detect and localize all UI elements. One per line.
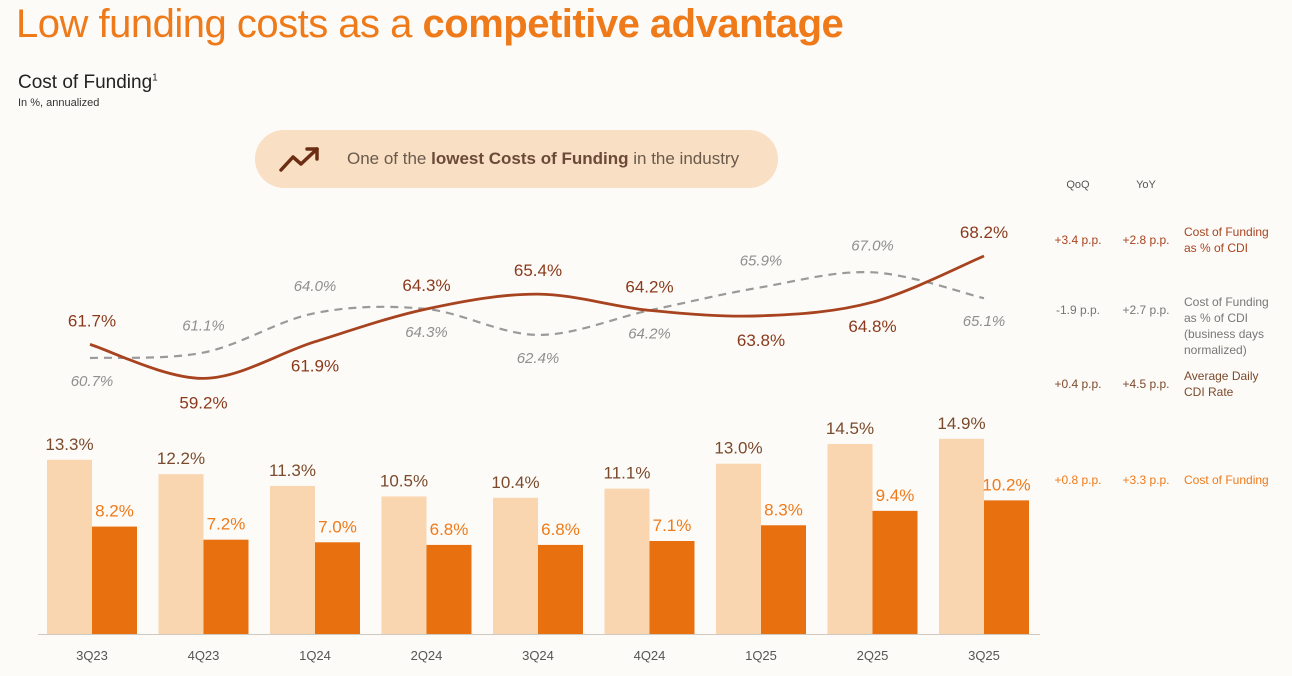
bar-cost-of-funding: [92, 526, 137, 634]
bar-cdi-rate: [827, 444, 873, 634]
data-label-cost-of-funding: 7.2%: [207, 515, 246, 534]
data-label-cdi-rate: 11.1%: [604, 464, 651, 483]
legend-label: normalized): [1184, 343, 1247, 357]
page-title: Low funding costs as a competitive advan…: [16, 2, 844, 46]
data-label-dashed: 60.7%: [71, 373, 114, 390]
legend-label: as % of CDI: [1184, 241, 1248, 255]
data-label-dashed: 65.1%: [963, 313, 1006, 330]
data-label-line: 64.2%: [625, 277, 673, 296]
data-label-line: 59.2%: [179, 393, 227, 412]
x-tick-label: 2Q25: [857, 648, 889, 663]
data-label-cost-of-funding: 6.8%: [430, 520, 469, 539]
bar-cost-of-funding: [426, 544, 472, 634]
legend-label: CDI Rate: [1184, 385, 1234, 399]
data-label-cdi-rate: 12.2%: [157, 449, 205, 468]
data-label-cdi-rate: 13.3%: [45, 435, 93, 454]
data-label-cost-of-funding: 8.3%: [764, 500, 803, 519]
bar-cdi-rate: [381, 496, 427, 634]
footnote-marker: 1: [152, 72, 158, 84]
bar-cost-of-funding: [538, 544, 583, 634]
data-label-line: 65.4%: [514, 261, 562, 280]
legend-qoq-value: -1.9 p.p.: [1056, 303, 1100, 317]
data-label-cdi-rate: 11.3%: [269, 461, 316, 480]
legend-label: Cost of Funding: [1184, 473, 1269, 487]
data-label-cost-of-funding: 6.8%: [541, 520, 580, 539]
data-label-line: 64.8%: [848, 317, 896, 336]
data-label-cdi-rate: 13.0%: [714, 439, 762, 458]
legend-yoy-value: +2.8 p.p.: [1122, 233, 1169, 247]
data-label-dashed: 64.3%: [405, 324, 448, 341]
legend-yoy-value: +4.5 p.p.: [1122, 377, 1169, 391]
bar-cdi-rate: [47, 459, 92, 634]
legend-qoq-value: +0.4 p.p.: [1054, 377, 1101, 391]
data-label-line: 61.7%: [68, 311, 116, 330]
series-line-cost-as-cdi: [89, 254, 985, 380]
bar-cdi-rate: [493, 497, 538, 634]
data-label-cdi-rate: 14.9%: [937, 414, 985, 433]
legend-label: Cost of Funding: [1184, 295, 1269, 309]
trend-up-icon: [279, 147, 319, 172]
data-label-cost-of-funding: 7.1%: [653, 516, 692, 535]
data-label-line: 64.3%: [402, 276, 450, 295]
data-label-cdi-rate: 10.4%: [491, 473, 539, 492]
bar-cost-of-funding: [872, 510, 918, 634]
x-tick-label: 4Q24: [634, 648, 666, 663]
data-label-line: 61.9%: [291, 357, 339, 376]
data-label-dashed: 65.9%: [740, 252, 783, 269]
legend-label: as % of CDI: [1184, 311, 1248, 325]
legend-qoq-value: +3.4 p.p.: [1054, 233, 1101, 247]
callout-text: One of the lowest Costs of Funding in th…: [347, 149, 740, 168]
chart-title: Cost of Funding1: [18, 72, 158, 93]
legend-header-qoq: QoQ: [1066, 179, 1090, 191]
legend-yoy-value: +2.7 p.p.: [1122, 303, 1169, 317]
data-label-dashed: 67.0%: [851, 237, 894, 254]
x-tick-label: 3Q24: [522, 648, 554, 663]
bar-cdi-rate: [939, 438, 984, 634]
data-label-cost-of-funding: 10.2%: [982, 475, 1030, 494]
data-label-cost-of-funding: 7.0%: [318, 517, 357, 536]
bar-cost-of-funding: [761, 525, 806, 634]
x-tick-label: 1Q24: [299, 648, 331, 663]
x-tick-label: 3Q25: [968, 648, 1000, 663]
data-label-dashed: 64.2%: [628, 325, 671, 342]
bar-cdi-rate: [158, 474, 204, 634]
x-tick-label: 2Q24: [411, 648, 443, 663]
legend-label: (business days: [1184, 327, 1264, 341]
data-label-line: 68.2%: [960, 223, 1008, 242]
x-tick-label: 1Q25: [745, 648, 777, 663]
legend-qoq-value: +0.8 p.p.: [1054, 473, 1101, 487]
legend-header-yoy: YoY: [1136, 179, 1156, 191]
legend-yoy-value: +3.3 p.p.: [1122, 473, 1169, 487]
data-label-cdi-rate: 14.5%: [826, 419, 874, 438]
data-label-line: 63.8%: [737, 331, 785, 350]
legend-label: Cost of Funding: [1184, 225, 1269, 239]
data-label-dashed: 61.1%: [182, 318, 225, 335]
x-tick-label: 4Q23: [188, 648, 220, 663]
bar-cost-of-funding: [984, 500, 1029, 634]
data-label-cdi-rate: 10.5%: [380, 471, 428, 490]
data-label-cost-of-funding: 8.2%: [95, 502, 134, 521]
bar-cost-of-funding: [203, 539, 249, 634]
bar-cost-of-funding: [649, 540, 695, 634]
x-tick-label: 3Q23: [76, 648, 108, 663]
series-line-normalized: [89, 270, 985, 360]
bar-cdi-rate: [716, 463, 761, 634]
bar-cdi-rate: [270, 485, 315, 634]
callout-pill: One of the lowest Costs of Funding in th…: [255, 130, 778, 188]
data-label-dashed: 64.0%: [294, 278, 337, 295]
data-label-cost-of-funding: 9.4%: [876, 486, 915, 505]
chart-unit-note: In %, annualized: [18, 97, 100, 109]
data-label-dashed: 62.4%: [517, 350, 560, 367]
legend-label: Average Daily: [1184, 369, 1258, 383]
bar-cdi-rate: [604, 488, 650, 634]
bar-cost-of-funding: [315, 542, 360, 634]
